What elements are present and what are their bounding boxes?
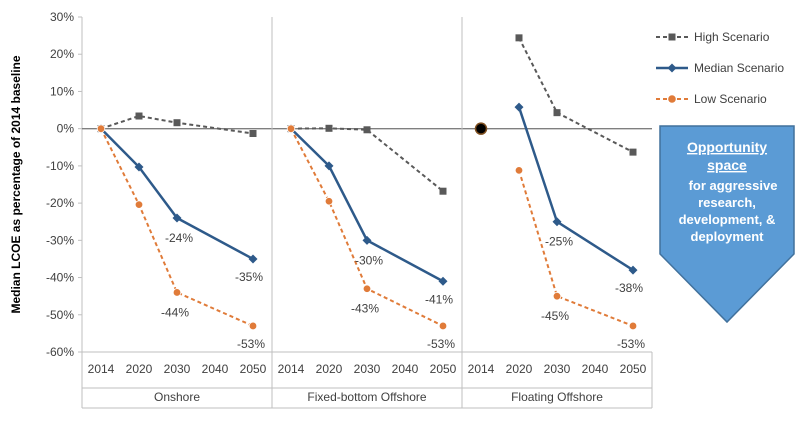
x-tick-label: 2020 bbox=[316, 362, 343, 376]
data-point-square bbox=[553, 109, 561, 117]
data-point-square bbox=[363, 126, 371, 134]
data-label: -53% bbox=[237, 337, 265, 351]
panel-label: Floating Offshore bbox=[511, 390, 603, 404]
callout-body-line: for aggressive bbox=[689, 178, 778, 193]
x-tick-label: 2014 bbox=[468, 362, 495, 376]
series-line bbox=[518, 37, 634, 154]
series-line bbox=[100, 127, 254, 261]
data-label: -35% bbox=[235, 270, 263, 284]
data-point-square bbox=[249, 130, 257, 138]
data-point-circle bbox=[324, 197, 334, 206]
data-point-square bbox=[515, 34, 523, 42]
legend-marker-diamond bbox=[667, 63, 677, 73]
data-point-circle bbox=[248, 321, 258, 331]
data-label: -53% bbox=[427, 337, 455, 351]
data-point-circle bbox=[514, 166, 524, 175]
data-label: -30% bbox=[355, 253, 383, 267]
data-point-square bbox=[135, 112, 143, 120]
data-label: -45% bbox=[541, 309, 569, 323]
data-point-diamond bbox=[134, 162, 144, 172]
data-label: -43% bbox=[351, 302, 379, 316]
y-tick-label: -60% bbox=[46, 345, 74, 359]
opportunity-callout-shape bbox=[659, 125, 795, 324]
data-label: -53% bbox=[617, 337, 645, 351]
data-point-circle bbox=[628, 321, 638, 331]
data-point-square bbox=[439, 187, 447, 195]
legend-label: Low Scenario bbox=[694, 92, 767, 106]
y-tick-label: -40% bbox=[46, 271, 74, 285]
y-tick-label: -20% bbox=[46, 196, 74, 210]
series-line bbox=[517, 106, 634, 272]
data-label: -24% bbox=[165, 231, 193, 245]
x-tick-label: 2040 bbox=[202, 362, 229, 376]
data-point-circle bbox=[172, 288, 182, 297]
callout-body-line: deployment bbox=[691, 229, 765, 244]
x-tick-label: 2040 bbox=[392, 362, 419, 376]
y-tick-label: 30% bbox=[50, 10, 74, 24]
data-label: -41% bbox=[425, 292, 453, 306]
x-tick-label: 2050 bbox=[620, 362, 647, 376]
legend-label: Median Scenario bbox=[694, 61, 784, 75]
x-tick-label: 2050 bbox=[240, 362, 267, 376]
y-axis-title: Median LCOE as percentage of 2014 baseli… bbox=[9, 55, 23, 313]
data-point-circle bbox=[362, 284, 372, 293]
panel-label: Onshore bbox=[154, 390, 200, 404]
x-tick-label: 2014 bbox=[278, 362, 305, 376]
series-line bbox=[100, 128, 254, 327]
data-point-diamond bbox=[324, 161, 334, 171]
data-label: -25% bbox=[545, 235, 573, 249]
x-tick-label: 2050 bbox=[430, 362, 457, 376]
y-tick-label: 10% bbox=[50, 84, 74, 98]
y-tick-label: 20% bbox=[50, 47, 74, 61]
data-point-square bbox=[173, 119, 181, 127]
x-tick-label: 2030 bbox=[164, 362, 191, 376]
data-point-circle bbox=[96, 124, 106, 133]
legend-marker-circle bbox=[668, 95, 676, 103]
data-point-square bbox=[629, 148, 637, 156]
data-point-diamond bbox=[514, 102, 524, 112]
y-tick-label: 0% bbox=[57, 122, 75, 136]
data-point-diamond bbox=[248, 254, 258, 264]
data-point-circle bbox=[134, 200, 144, 209]
callout-body-line: research, bbox=[698, 195, 756, 210]
y-tick-label: -50% bbox=[46, 308, 74, 322]
panel-label: Fixed-bottom Offshore bbox=[307, 390, 426, 404]
data-point-circle bbox=[286, 124, 296, 133]
series-line bbox=[290, 127, 444, 192]
x-tick-label: 2014 bbox=[88, 362, 115, 376]
x-tick-label: 2030 bbox=[354, 362, 381, 376]
series-line bbox=[290, 127, 444, 283]
data-point-diamond bbox=[552, 217, 562, 227]
y-tick-label: -10% bbox=[46, 159, 74, 173]
callout-title-line: Opportunity bbox=[687, 139, 767, 155]
baseline-marker bbox=[474, 122, 488, 135]
data-point-diamond bbox=[362, 235, 372, 245]
data-point-diamond bbox=[628, 265, 638, 275]
data-point-diamond bbox=[438, 276, 448, 286]
x-tick-label: 2020 bbox=[126, 362, 153, 376]
data-point-circle bbox=[438, 321, 448, 331]
x-tick-label: 2020 bbox=[506, 362, 533, 376]
data-label: -38% bbox=[615, 281, 643, 295]
legend-marker-square bbox=[668, 33, 676, 41]
callout-body-line: development, & bbox=[679, 212, 776, 227]
callout-title-line: space bbox=[707, 157, 747, 173]
data-point-circle bbox=[552, 291, 562, 301]
series-line bbox=[518, 170, 634, 327]
legend-label: High Scenario bbox=[694, 30, 770, 44]
data-point-square bbox=[325, 124, 333, 132]
x-tick-label: 2040 bbox=[582, 362, 609, 376]
series-line bbox=[100, 114, 254, 135]
y-tick-label: -30% bbox=[46, 233, 74, 247]
data-point-diamond bbox=[172, 213, 182, 223]
data-label: -44% bbox=[161, 305, 189, 319]
x-tick-label: 2030 bbox=[544, 362, 571, 376]
series-line bbox=[290, 128, 444, 327]
